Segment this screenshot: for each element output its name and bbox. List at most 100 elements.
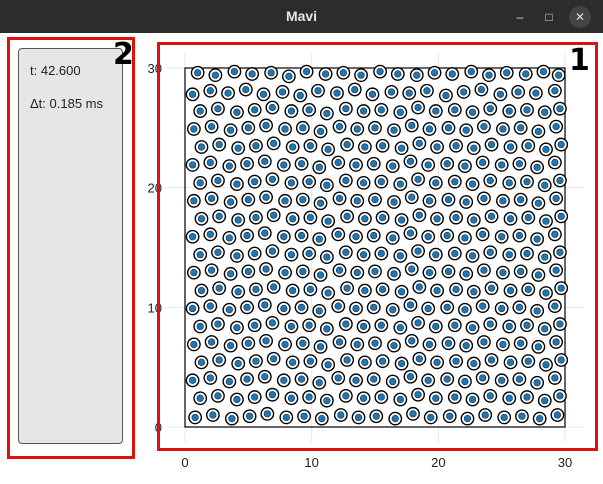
particle-core (451, 321, 459, 329)
particle (336, 65, 351, 80)
particle-core (197, 215, 206, 223)
maximize-icon[interactable]: □ (545, 10, 553, 24)
particle (204, 119, 219, 134)
particle (553, 245, 567, 260)
particle-core (371, 196, 379, 204)
particle-core (556, 392, 564, 400)
particle-core (244, 124, 252, 132)
particle (465, 105, 480, 120)
particle (321, 357, 336, 372)
particle-core (280, 304, 288, 313)
particle-core (443, 375, 451, 383)
particle (230, 320, 244, 335)
particle-core (190, 269, 198, 277)
particle (393, 248, 408, 263)
particle (211, 245, 225, 260)
particle-core (479, 158, 487, 167)
particle (375, 138, 390, 153)
particle (539, 142, 553, 157)
particle (521, 282, 536, 297)
particle (303, 138, 318, 153)
particle-core (287, 107, 296, 115)
particle-core (214, 392, 222, 400)
particle (493, 87, 508, 102)
particle-core (191, 413, 199, 422)
particle (299, 64, 314, 79)
particle (185, 373, 200, 388)
particle (257, 226, 272, 241)
particle (411, 387, 425, 402)
particle-core (557, 356, 565, 364)
particle-core (323, 253, 331, 261)
particle (496, 265, 510, 280)
particle-core (334, 230, 342, 238)
particles-layer (185, 64, 569, 426)
particle (502, 319, 517, 334)
particle (531, 196, 546, 211)
particle (186, 337, 201, 352)
close-icon[interactable]: ✕ (569, 6, 591, 28)
particle-core (425, 197, 434, 205)
particle-core (316, 343, 325, 351)
particle-core (515, 375, 524, 383)
particle (223, 266, 238, 281)
particle-core (208, 338, 216, 346)
particle-core (368, 90, 377, 98)
particle-core (433, 358, 441, 366)
particle (265, 100, 280, 115)
particle (302, 174, 317, 189)
particle-core (534, 199, 543, 207)
particle (190, 65, 205, 80)
particle (554, 353, 569, 367)
particle (465, 177, 480, 191)
particle (553, 388, 567, 403)
particle (249, 210, 263, 225)
particle-core (470, 359, 478, 368)
particle (319, 321, 334, 336)
particle (302, 390, 317, 404)
particle (247, 102, 262, 117)
particle-core (189, 90, 197, 98)
particle (247, 318, 262, 333)
particle-core (215, 356, 223, 364)
particle-core (534, 271, 543, 279)
particle-core (227, 270, 235, 278)
particle-core (334, 302, 342, 310)
particle-core (444, 339, 453, 347)
particle-core (299, 196, 307, 204)
particle (422, 337, 437, 352)
particle-core (391, 415, 399, 423)
particle (404, 190, 419, 205)
particle (332, 335, 347, 349)
particle (203, 83, 218, 98)
particle-core (541, 325, 549, 333)
particle-core (499, 340, 507, 349)
particle (319, 178, 334, 193)
particle (295, 264, 310, 279)
particle (474, 82, 489, 97)
particle-core (299, 339, 307, 347)
particle-core (196, 107, 204, 115)
particle (203, 155, 218, 170)
particle-core (541, 181, 549, 189)
particle-core (252, 357, 260, 365)
particle-core (379, 142, 387, 150)
particle (547, 155, 562, 170)
particle (312, 304, 327, 318)
particle-core (342, 392, 350, 400)
window-titlebar[interactable]: Mavi – □ ✕ (0, 0, 603, 33)
particle (193, 247, 208, 262)
particle-core (281, 125, 289, 133)
particle-core (452, 357, 460, 365)
particle (503, 355, 518, 370)
particle-core (189, 304, 197, 313)
particle-core (396, 108, 404, 116)
particle-core (282, 413, 290, 422)
minimize-icon[interactable]: – (516, 10, 524, 24)
particle-core (518, 412, 526, 420)
particle-core (261, 373, 269, 381)
particle (483, 245, 498, 260)
particle (203, 227, 218, 242)
particle (553, 101, 567, 116)
particle-core (287, 251, 296, 259)
